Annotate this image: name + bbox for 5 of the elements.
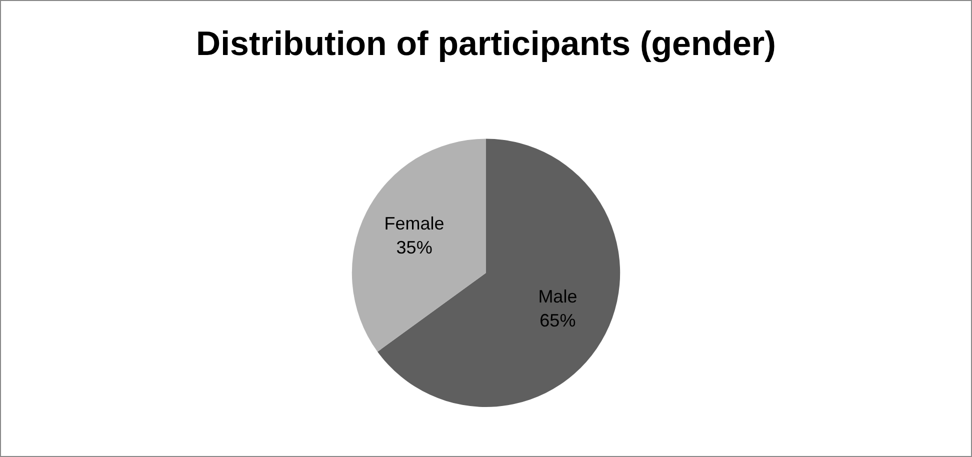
slice-label: Female: [384, 213, 444, 234]
data-label: 35%: [396, 237, 432, 258]
chart-title: Distribution of participants (gender): [196, 24, 776, 63]
slice-label: Male: [538, 286, 578, 306]
data-label: 65%: [540, 310, 576, 330]
